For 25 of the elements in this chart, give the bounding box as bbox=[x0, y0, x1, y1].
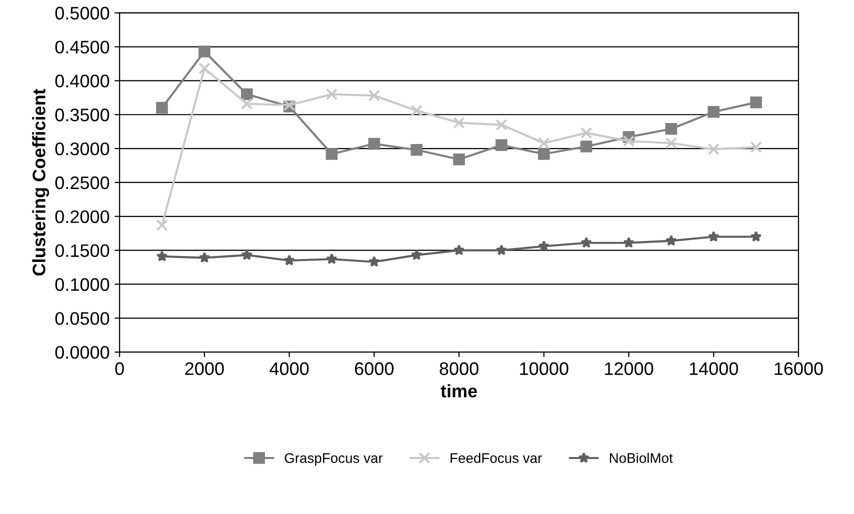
y-tick-label: 0.3000 bbox=[55, 142, 110, 156]
y-tick-label: 0.3500 bbox=[55, 108, 110, 122]
y-tick-label: 0.2000 bbox=[55, 210, 110, 224]
x-tick-label: 6000 bbox=[354, 362, 394, 376]
x-tick-label: 16000 bbox=[774, 362, 823, 376]
y-tick-label: 0.4500 bbox=[55, 40, 110, 54]
legend-label: NoBiolMot bbox=[610, 452, 673, 463]
y-tick-label: 0.0000 bbox=[55, 346, 110, 359]
legend-label: GraspFocus var bbox=[284, 453, 383, 466]
x-tick-label: 2000 bbox=[185, 362, 224, 376]
x-tick-label: 10000 bbox=[520, 362, 568, 376]
x-tick-label: 12000 bbox=[605, 362, 654, 376]
y-axis-title: Clustering Coefficient bbox=[32, 88, 50, 276]
y-tick-label: 0.1500 bbox=[55, 244, 110, 258]
y-tick-label: 0.5000 bbox=[55, 6, 110, 20]
y-tick-label: 0.0500 bbox=[55, 312, 110, 325]
y-tick-label: 0.2500 bbox=[55, 176, 110, 190]
x-tick-label: 14000 bbox=[690, 362, 738, 376]
x-tick-label: 8000 bbox=[440, 362, 478, 376]
x-tick-label: 4000 bbox=[270, 362, 309, 376]
legend-label: FeedFocus var bbox=[450, 452, 542, 463]
x-axis-title: time bbox=[440, 384, 477, 398]
y-tick-label: 0.1000 bbox=[55, 278, 110, 291]
y-tick-label: 0.4000 bbox=[55, 74, 110, 88]
x-tick-label: 0 bbox=[115, 362, 124, 376]
